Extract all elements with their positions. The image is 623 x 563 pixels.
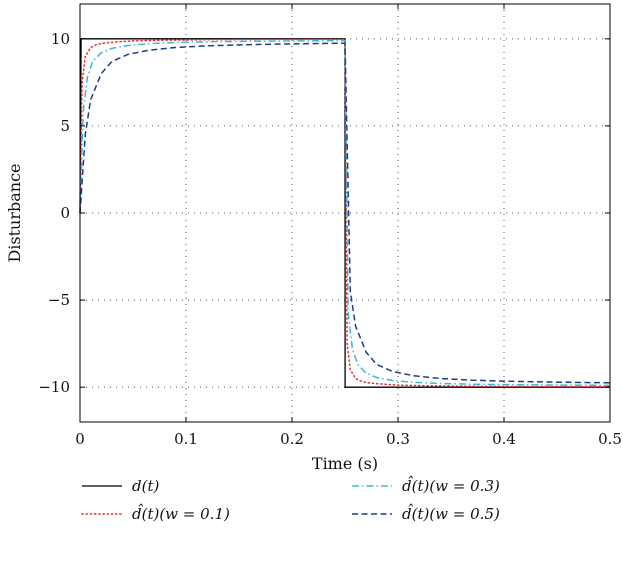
series-line-3 xyxy=(79,39,611,387)
y-tick-label: 0 xyxy=(60,204,70,222)
x-tick-label: 0.4 xyxy=(492,430,516,448)
legend-label: d̂(t)(w = 0.1) xyxy=(132,504,230,523)
y-tick-label: −10 xyxy=(38,378,70,396)
x-axis-label: Time (s) xyxy=(312,454,378,473)
y-tick-label: 5 xyxy=(60,117,70,135)
y-tick-label: −5 xyxy=(48,291,70,309)
legend-item-1: d(t) xyxy=(82,477,159,495)
x-tick-label: 0.2 xyxy=(280,430,304,448)
x-tick-label: 0.5 xyxy=(598,430,622,448)
series-line-4 xyxy=(79,42,611,384)
axis-ticks: 0 0.1 0.2 0.3 0.4 0.5 10 5 0 −5 −10 xyxy=(38,4,622,448)
legend-label: d(t) xyxy=(132,477,159,495)
y-tick-label: 10 xyxy=(51,30,70,48)
x-tick-label: 0.1 xyxy=(174,430,198,448)
legend-label: d̂(t)(w = 0.3) xyxy=(402,476,500,495)
legend-label: d̂(t)(w = 0.5) xyxy=(402,504,500,523)
legend: d(t) d̂(t)(w = 0.1) d̂(t)(w = 0.3) d̂(t)(w … xyxy=(81,476,500,523)
legend-item-2: d̂(t)(w = 0.1) xyxy=(81,504,230,523)
series-line-1 xyxy=(79,38,610,388)
y-axis-label: Disturbance xyxy=(5,163,24,262)
x-tick-label: 0 xyxy=(75,430,85,448)
legend-item-4: d̂(t)(w = 0.5) xyxy=(352,504,500,523)
x-tick-label: 0.3 xyxy=(386,430,410,448)
legend-item-3: d̂(t)(w = 0.3) xyxy=(352,476,500,495)
plot-series xyxy=(79,38,611,388)
